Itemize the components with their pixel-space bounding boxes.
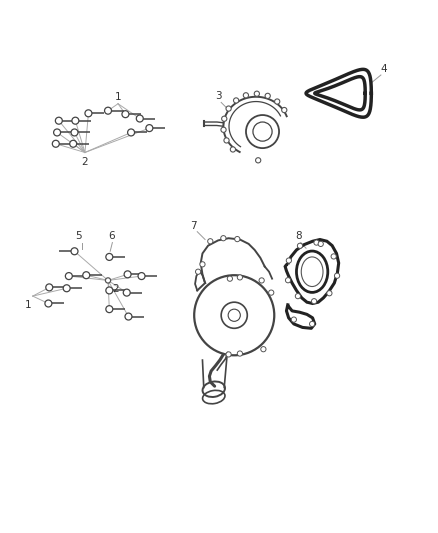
Circle shape (106, 305, 113, 313)
Circle shape (106, 287, 113, 294)
Circle shape (243, 93, 248, 98)
Circle shape (124, 271, 131, 278)
Circle shape (136, 115, 143, 122)
Circle shape (53, 129, 60, 136)
Circle shape (122, 111, 129, 118)
Circle shape (233, 98, 239, 103)
Circle shape (146, 125, 153, 132)
Circle shape (65, 272, 72, 279)
Circle shape (221, 236, 226, 241)
Circle shape (83, 272, 90, 279)
Circle shape (275, 99, 280, 104)
Circle shape (222, 116, 227, 122)
Circle shape (85, 110, 92, 117)
Circle shape (255, 158, 261, 163)
Circle shape (291, 317, 297, 322)
Text: 2: 2 (81, 157, 88, 167)
Circle shape (72, 117, 79, 124)
Text: 6: 6 (108, 231, 114, 241)
Text: 5: 5 (75, 231, 82, 241)
Circle shape (254, 91, 259, 96)
Circle shape (138, 272, 145, 279)
Circle shape (52, 140, 59, 147)
Circle shape (227, 276, 233, 281)
Circle shape (265, 93, 270, 99)
Circle shape (226, 106, 231, 111)
Circle shape (71, 129, 78, 136)
Circle shape (311, 298, 317, 304)
Circle shape (221, 127, 226, 132)
Circle shape (125, 313, 132, 320)
Circle shape (200, 262, 205, 267)
Circle shape (63, 285, 70, 292)
Circle shape (55, 117, 62, 124)
Text: 1: 1 (115, 92, 121, 102)
Circle shape (45, 300, 52, 307)
Circle shape (46, 284, 53, 291)
Circle shape (327, 290, 332, 296)
Circle shape (286, 258, 291, 263)
Circle shape (331, 254, 336, 259)
Circle shape (123, 289, 130, 296)
Circle shape (237, 351, 243, 356)
Text: 8: 8 (295, 231, 301, 241)
Circle shape (295, 294, 300, 298)
Circle shape (226, 352, 231, 357)
Circle shape (127, 129, 134, 136)
Circle shape (71, 248, 78, 255)
Circle shape (297, 243, 303, 248)
Circle shape (224, 138, 229, 143)
Circle shape (314, 240, 319, 245)
Circle shape (105, 107, 112, 114)
Circle shape (335, 273, 340, 278)
Circle shape (230, 147, 236, 152)
Text: 4: 4 (380, 64, 387, 74)
Circle shape (106, 254, 113, 261)
Circle shape (261, 346, 266, 352)
Text: 1: 1 (25, 301, 32, 310)
Circle shape (70, 140, 77, 147)
Circle shape (237, 275, 243, 280)
Circle shape (310, 321, 315, 327)
Circle shape (195, 269, 201, 274)
Circle shape (106, 278, 111, 283)
Circle shape (208, 239, 213, 244)
Circle shape (235, 237, 240, 241)
Circle shape (259, 278, 264, 283)
Circle shape (286, 278, 291, 283)
Circle shape (318, 241, 323, 247)
Circle shape (282, 108, 287, 112)
Circle shape (268, 290, 274, 295)
Text: 2: 2 (113, 284, 119, 294)
Text: 7: 7 (191, 221, 197, 231)
Text: 3: 3 (215, 91, 222, 101)
